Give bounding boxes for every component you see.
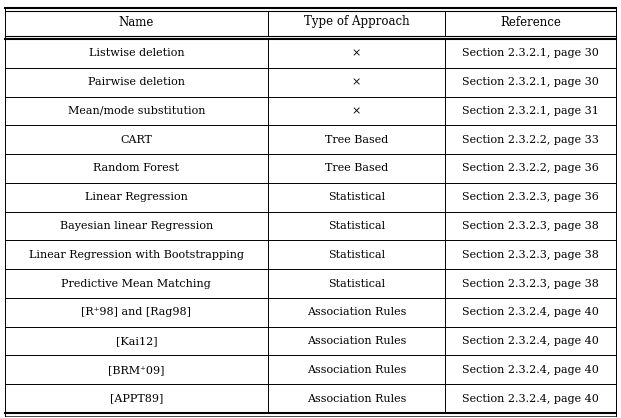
Text: Association Rules: Association Rules (307, 394, 406, 404)
Text: Bayesian linear Regression: Bayesian linear Regression (60, 221, 213, 231)
Text: Pairwise deletion: Pairwise deletion (88, 77, 185, 87)
Text: CART: CART (120, 135, 152, 145)
Text: Section 2.3.2.3, page 36: Section 2.3.2.3, page 36 (462, 192, 599, 202)
Text: [APPT89]: [APPT89] (110, 394, 163, 404)
Text: Statistical: Statistical (328, 221, 385, 231)
Text: Section 2.3.2.1, page 31: Section 2.3.2.1, page 31 (462, 106, 599, 116)
Text: Predictive Mean Matching: Predictive Mean Matching (61, 278, 211, 288)
Text: Statistical: Statistical (328, 250, 385, 260)
Text: Tree Based: Tree Based (325, 163, 388, 173)
Text: Type of Approach: Type of Approach (304, 15, 409, 28)
Text: Mean/mode substitution: Mean/mode substitution (68, 106, 205, 116)
Text: ×: × (351, 77, 361, 87)
Text: Section 2.3.2.4, page 40: Section 2.3.2.4, page 40 (462, 336, 599, 346)
Text: Tree Based: Tree Based (325, 135, 388, 145)
Text: Section 2.3.2.3, page 38: Section 2.3.2.3, page 38 (462, 250, 599, 260)
Text: ×: × (351, 106, 361, 116)
Text: Statistical: Statistical (328, 278, 385, 288)
Text: Section 2.3.2.1, page 30: Section 2.3.2.1, page 30 (462, 77, 599, 87)
Text: Section 2.3.2.3, page 38: Section 2.3.2.3, page 38 (462, 278, 599, 288)
Text: Section 2.3.2.1, page 30: Section 2.3.2.1, page 30 (462, 48, 599, 59)
Text: Statistical: Statistical (328, 192, 385, 202)
Text: Section 2.3.2.4, page 40: Section 2.3.2.4, page 40 (462, 394, 599, 404)
Text: [BRM⁺09]: [BRM⁺09] (108, 365, 165, 375)
Text: Linear Regression with Bootstrapping: Linear Regression with Bootstrapping (29, 250, 244, 260)
Text: Listwise deletion: Listwise deletion (89, 48, 184, 59)
Text: [R⁺98] and [Rag98]: [R⁺98] and [Rag98] (81, 307, 191, 317)
Text: Section 2.3.2.4, page 40: Section 2.3.2.4, page 40 (462, 307, 599, 317)
Text: Section 2.3.2.2, page 33: Section 2.3.2.2, page 33 (462, 135, 599, 145)
Text: ×: × (351, 48, 361, 59)
Text: Association Rules: Association Rules (307, 365, 406, 375)
Text: [Kai12]: [Kai12] (116, 336, 157, 346)
Text: Section 2.3.2.3, page 38: Section 2.3.2.3, page 38 (462, 221, 599, 231)
Text: Name: Name (119, 15, 154, 28)
Text: Section 2.3.2.2, page 36: Section 2.3.2.2, page 36 (462, 163, 599, 173)
Text: Section 2.3.2.4, page 40: Section 2.3.2.4, page 40 (462, 365, 599, 375)
Text: Association Rules: Association Rules (307, 336, 406, 346)
Text: Association Rules: Association Rules (307, 307, 406, 317)
Text: Random Forest: Random Forest (93, 163, 179, 173)
Text: Linear Regression: Linear Regression (85, 192, 188, 202)
Text: Reference: Reference (500, 15, 561, 28)
